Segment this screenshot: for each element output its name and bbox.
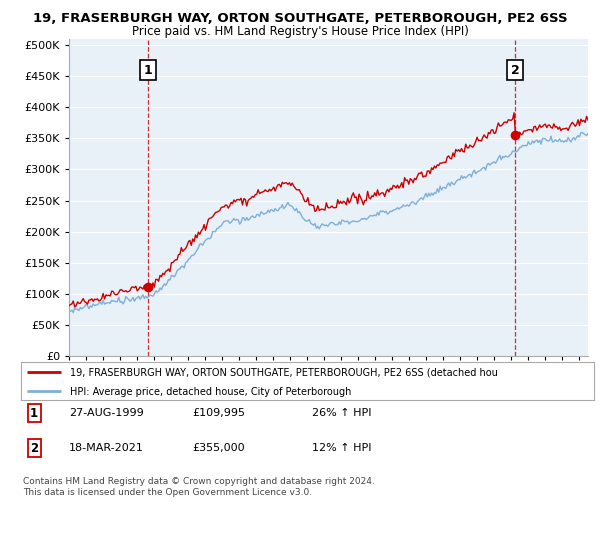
Text: £109,995: £109,995 — [192, 408, 245, 418]
Text: £355,000: £355,000 — [192, 443, 245, 453]
Text: Contains HM Land Registry data © Crown copyright and database right 2024.: Contains HM Land Registry data © Crown c… — [23, 477, 374, 486]
Text: 27-AUG-1999: 27-AUG-1999 — [69, 408, 144, 418]
Text: Price paid vs. HM Land Registry's House Price Index (HPI): Price paid vs. HM Land Registry's House … — [131, 25, 469, 38]
Text: 19, FRASERBURGH WAY, ORTON SOUTHGATE, PETERBOROUGH, PE2 6SS: 19, FRASERBURGH WAY, ORTON SOUTHGATE, PE… — [32, 12, 568, 25]
Text: 19, FRASERBURGH WAY, ORTON SOUTHGATE, PETERBOROUGH, PE2 6SS (detached hou: 19, FRASERBURGH WAY, ORTON SOUTHGATE, PE… — [70, 368, 497, 378]
Text: 2: 2 — [30, 441, 38, 455]
Text: 1: 1 — [144, 64, 152, 77]
Text: 26% ↑ HPI: 26% ↑ HPI — [312, 408, 371, 418]
Text: 1: 1 — [30, 407, 38, 420]
Text: HPI: Average price, detached house, City of Peterborough: HPI: Average price, detached house, City… — [70, 387, 351, 397]
Text: This data is licensed under the Open Government Licence v3.0.: This data is licensed under the Open Gov… — [23, 488, 312, 497]
Text: 18-MAR-2021: 18-MAR-2021 — [69, 443, 144, 453]
Text: 12% ↑ HPI: 12% ↑ HPI — [312, 443, 371, 453]
Text: 2: 2 — [511, 64, 520, 77]
